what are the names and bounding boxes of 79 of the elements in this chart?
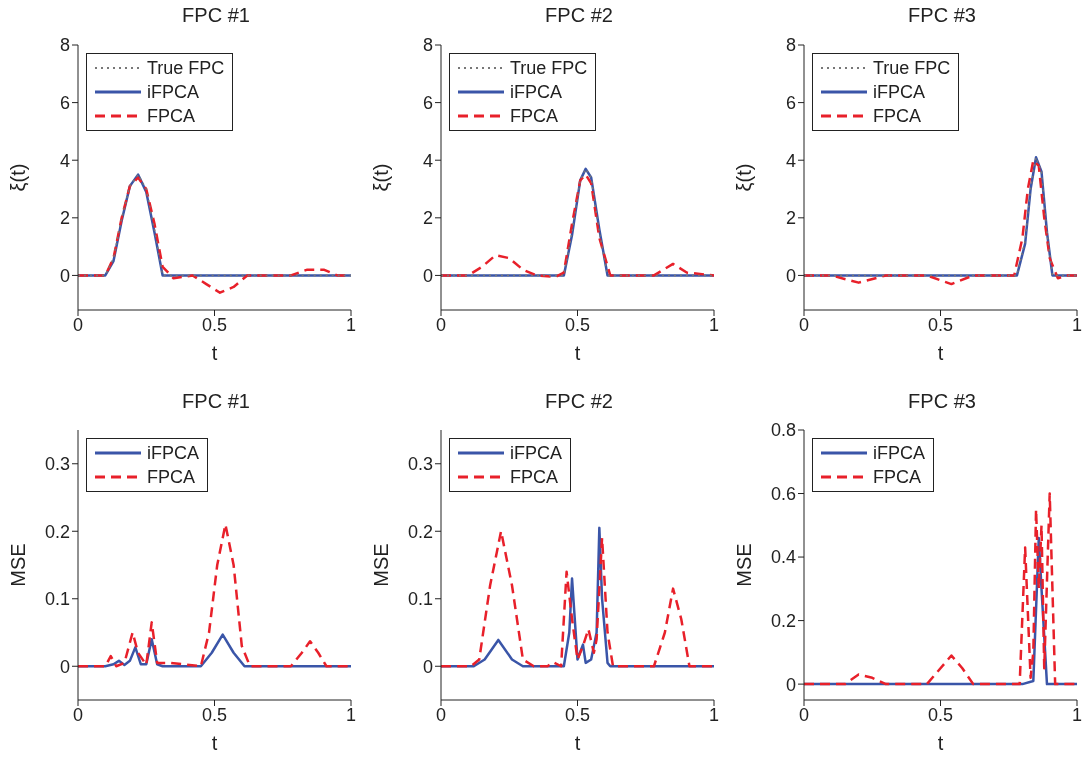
y-tick-label: 0.3: [407, 454, 433, 475]
legend-label: iFPCA: [147, 442, 200, 465]
x-tick-label: 0: [72, 314, 84, 335]
legend-label: iFPCA: [873, 81, 926, 104]
legend-label: iFPCA: [510, 81, 563, 104]
legend-label: True FPC: [510, 57, 588, 80]
x-tick-label: 1: [708, 314, 720, 335]
x-tick-label: 0.5: [927, 704, 954, 725]
x-tick-label: 0.5: [201, 314, 228, 335]
x-tick-label: 0: [798, 704, 810, 725]
y-tick-label: 0: [422, 656, 433, 677]
chart-title: FPC #2: [544, 390, 614, 413]
y-tick-label: 6: [785, 93, 796, 113]
y-tick-label: 0.8: [770, 420, 796, 441]
legend-label: iFPCA: [147, 81, 200, 104]
legend-label: True FPC: [873, 57, 951, 80]
legend-label: iFPCA: [510, 442, 563, 465]
y-tick-label: 4: [785, 150, 796, 171]
x-tick-label: 0.5: [927, 314, 954, 335]
x-axis-title: t: [211, 342, 218, 364]
x-axis-title: t: [937, 342, 944, 364]
y-tick-label: 4: [59, 150, 70, 171]
legend-label: FPCA: [873, 466, 922, 489]
legend-label: FPCA: [510, 105, 559, 128]
y-tick-label: 0: [785, 674, 796, 695]
y-tick-label: 0: [59, 265, 70, 286]
legend-label: FPCA: [873, 105, 922, 128]
chart-title: FPC #3: [907, 4, 977, 27]
x-tick-label: 1: [1071, 314, 1083, 335]
y-tick-label: 0.1: [44, 589, 70, 610]
x-tick-label: 1: [345, 704, 357, 725]
x-axis-title: t: [574, 732, 581, 754]
y-tick-label: 0.3: [44, 454, 70, 475]
y-tick-label: 8: [59, 35, 70, 56]
y-tick-label: 6: [422, 93, 433, 113]
y-tick-label: 0.4: [770, 547, 796, 568]
x-axis-title: t: [574, 342, 581, 364]
x-axis-title: t: [211, 732, 218, 754]
x-axis-title: t: [937, 732, 944, 754]
chart-title: FPC #1: [181, 390, 251, 413]
x-tick-label: 0: [435, 704, 447, 725]
y-tick-label: 4: [422, 150, 433, 171]
y-tick-label: 2: [59, 208, 70, 229]
x-tick-label: 0: [798, 314, 810, 335]
y-tick-label: 0: [59, 656, 70, 677]
y-tick-label: 0.2: [407, 521, 433, 542]
y-tick-label: 2: [785, 208, 796, 229]
y-axis-title: MSE: [370, 543, 393, 587]
x-tick-label: 1: [345, 314, 357, 335]
legend-label: FPCA: [147, 105, 196, 128]
y-axis-title: MSE: [733, 543, 756, 587]
x-tick-label: 0.5: [201, 704, 228, 725]
legend-label: FPCA: [510, 466, 559, 489]
y-tick-label: 2: [422, 208, 433, 229]
y-axis-title: MSE: [7, 543, 30, 587]
y-tick-label: 0.6: [770, 483, 796, 504]
y-tick-label: 0.1: [407, 589, 433, 610]
chart-title: FPC #3: [907, 390, 977, 413]
y-tick-label: 0: [785, 265, 796, 286]
x-tick-label: 1: [708, 704, 720, 725]
y-tick-label: 8: [785, 35, 796, 56]
legend-label: FPCA: [147, 466, 196, 489]
y-tick-label: 8: [422, 35, 433, 56]
x-tick-label: 0: [72, 704, 84, 725]
legend-label: iFPCA: [873, 442, 926, 465]
y-tick-label: 0.2: [44, 521, 70, 542]
x-tick-label: 0: [435, 314, 447, 335]
x-tick-label: 0.5: [564, 704, 591, 725]
y-tick-label: 0: [422, 265, 433, 286]
legend-label: True FPC: [147, 57, 225, 80]
y-tick-label: 0.2: [770, 610, 796, 631]
x-tick-label: 0.5: [564, 314, 591, 335]
y-axis-title: ξ(t): [370, 163, 393, 192]
x-tick-label: 1: [1071, 704, 1083, 725]
chart-title: FPC #2: [544, 4, 614, 27]
y-axis-title: ξ(t): [7, 163, 30, 192]
chart-title: FPC #1: [181, 4, 251, 27]
y-tick-label: 6: [59, 93, 70, 113]
y-axis-title: ξ(t): [733, 163, 756, 192]
